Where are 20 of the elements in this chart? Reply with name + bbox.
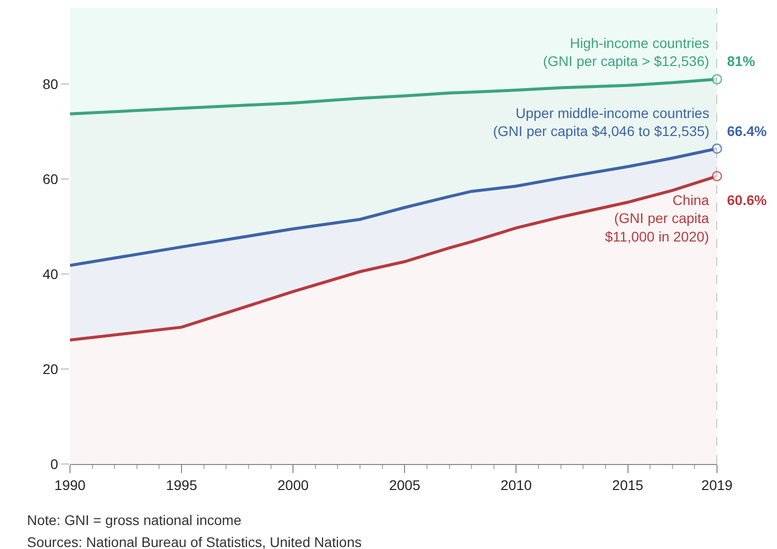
series-label: China (GNI per capita $11,000 in 2020) bbox=[605, 192, 710, 244]
y-tick-label: 0 bbox=[50, 456, 58, 472]
data-label: 60.6% bbox=[727, 192, 768, 208]
x-tick-label: 2000 bbox=[278, 476, 309, 493]
data-label: 66.4% bbox=[727, 123, 768, 139]
x-tick-label: 2010 bbox=[500, 476, 532, 493]
y-tick-label: 60 bbox=[42, 170, 58, 187]
data-label: 81% bbox=[727, 53, 756, 69]
y-tick-label: 40 bbox=[42, 266, 58, 282]
series-label: Upper middle-income countries (GNI per capita $4,046 to $12,535) bbox=[493, 105, 710, 140]
x-tick-label: 2019 bbox=[701, 476, 733, 493]
x-tick-label: 1990 bbox=[54, 476, 86, 493]
source-note: Sources: National Bureau of Statistics, United Nations bbox=[27, 534, 362, 549]
x-tick-label: 2005 bbox=[389, 476, 420, 493]
x-tick-label: 2015 bbox=[612, 476, 644, 493]
y-tick-label: 80 bbox=[42, 76, 58, 92]
y-tick-label: 20 bbox=[42, 360, 58, 377]
text: Note: GNI = gross national income bbox=[27, 512, 242, 528]
x-tick-label: 1995 bbox=[166, 476, 198, 493]
series-label: High-income countries (GNI per capita > $12,536) bbox=[543, 35, 710, 70]
